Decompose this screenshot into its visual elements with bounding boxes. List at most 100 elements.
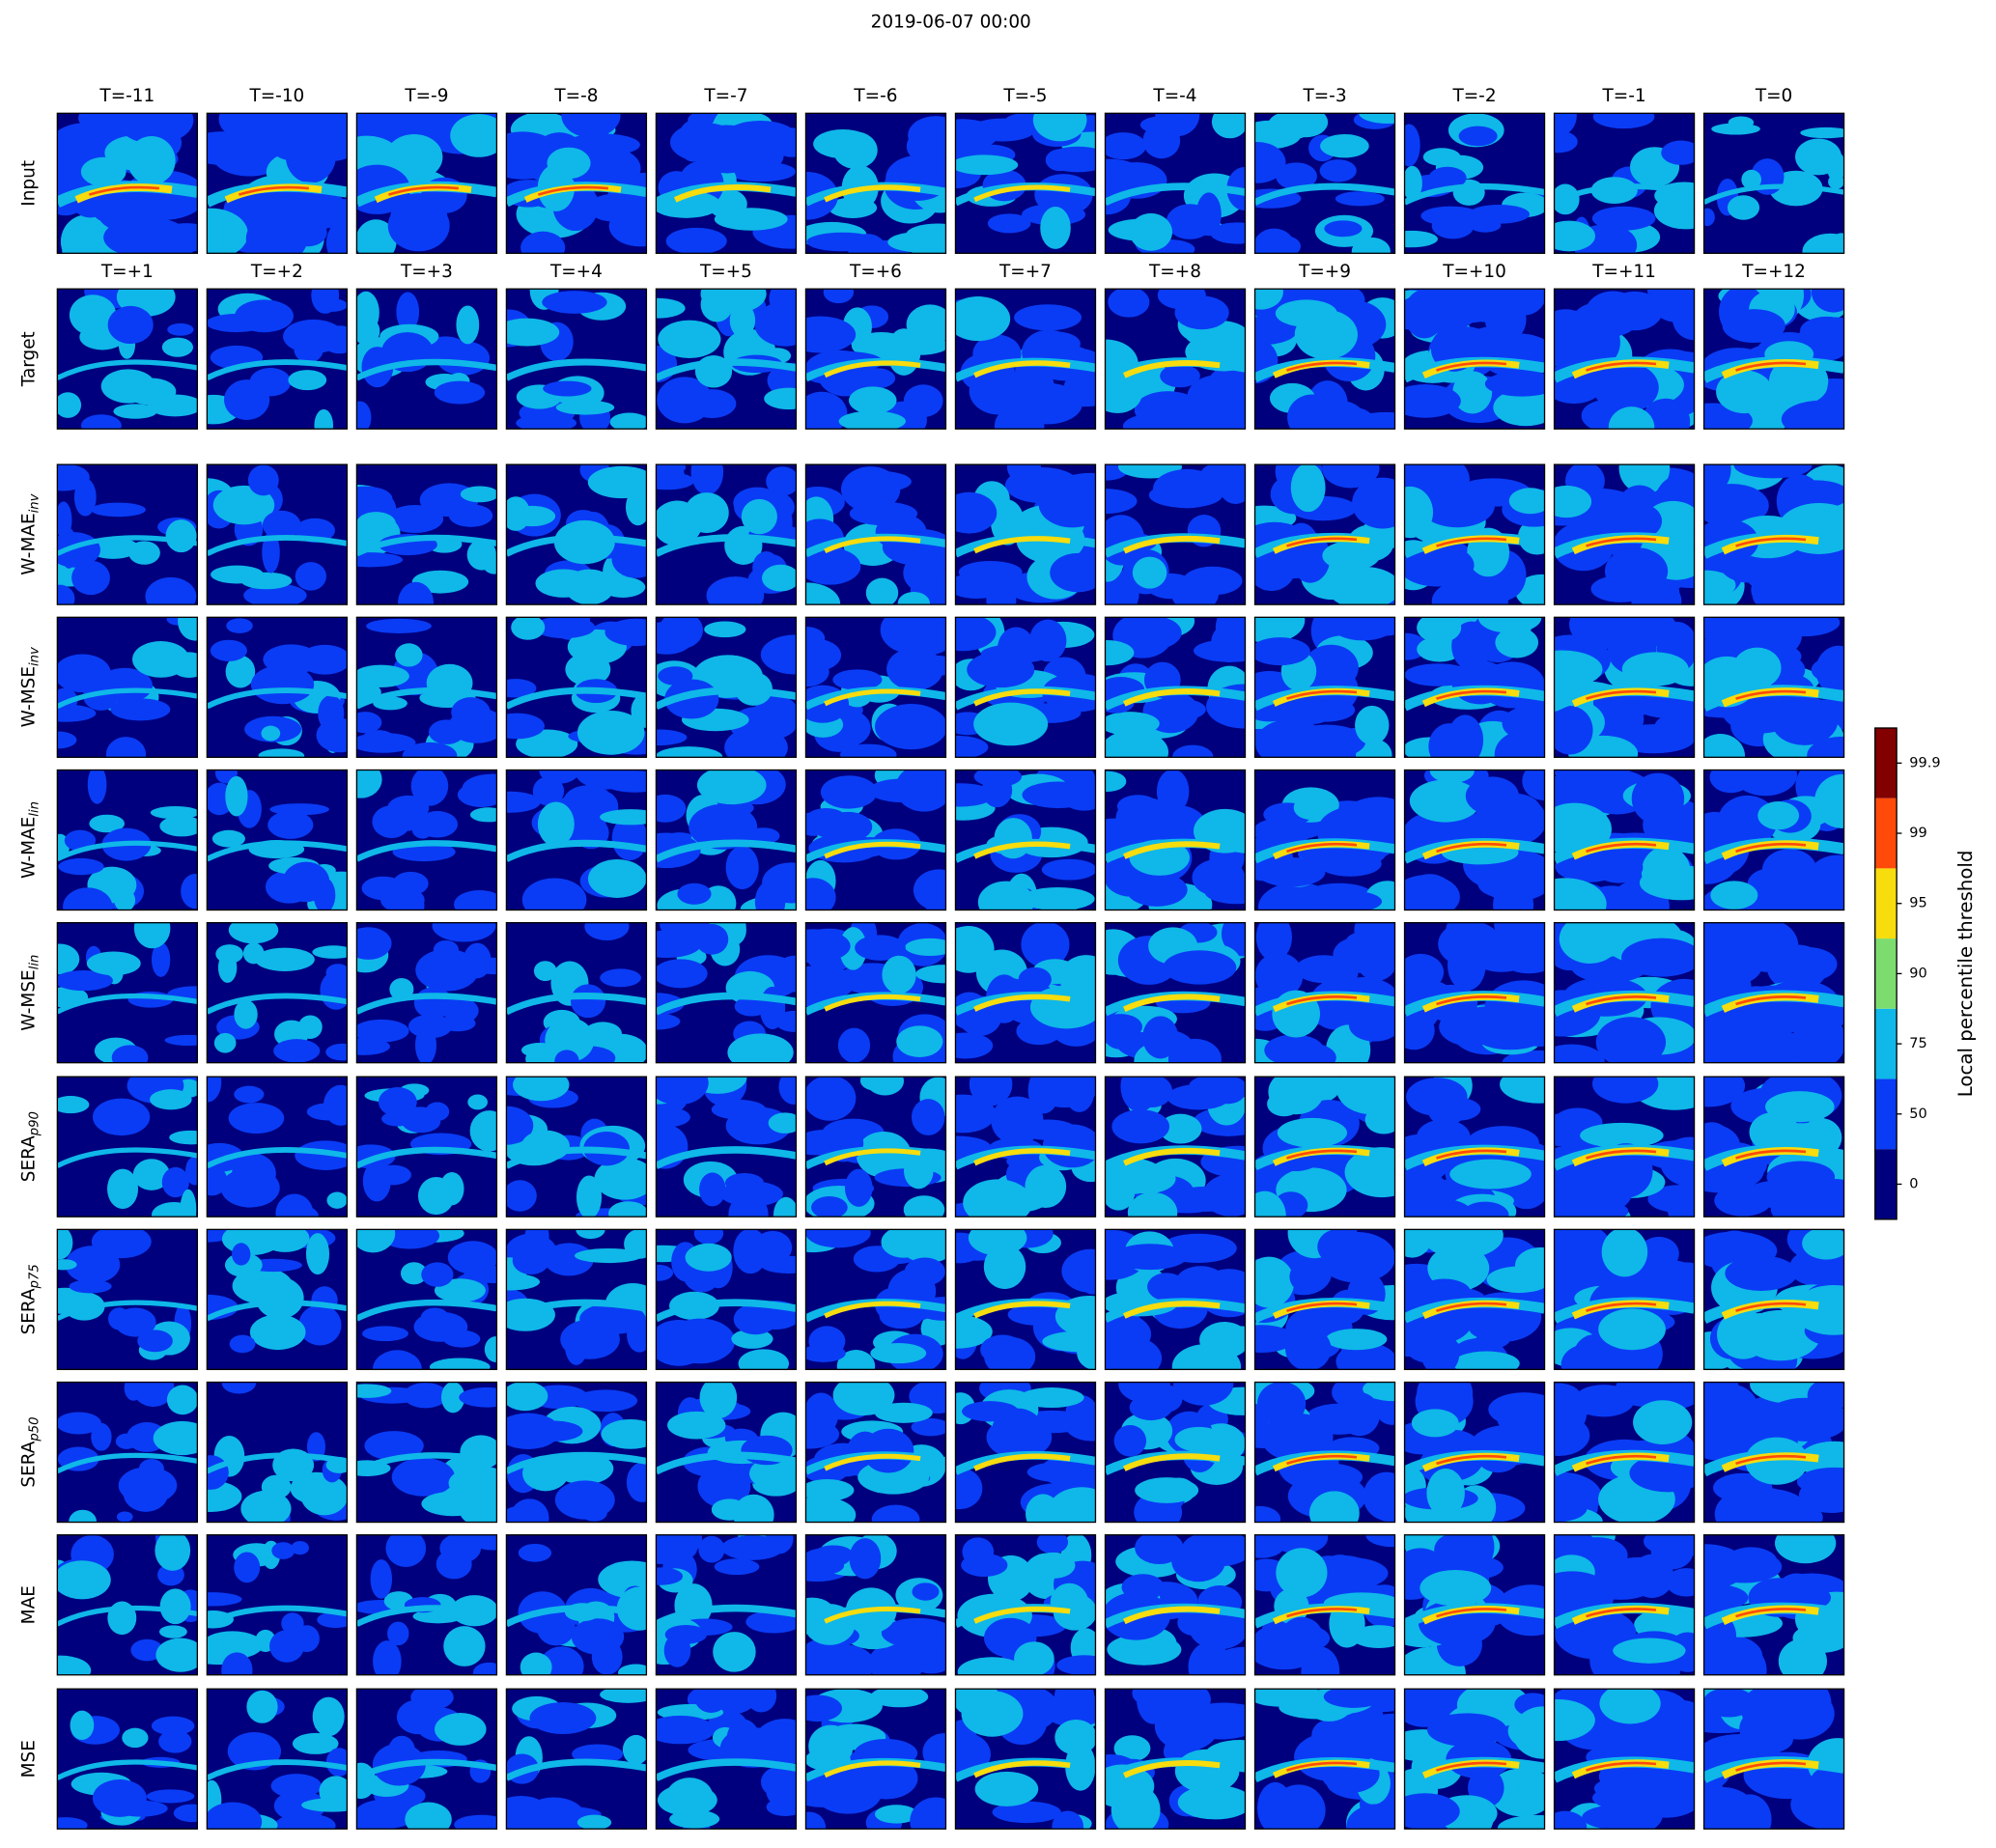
blob (1142, 1016, 1179, 1059)
blob (1654, 712, 1695, 741)
blob (1451, 621, 1492, 671)
blob (600, 1689, 647, 1703)
blob (57, 532, 100, 568)
blob (1404, 875, 1460, 910)
blob (571, 1618, 625, 1655)
panel-frame (1253, 112, 1396, 254)
panel (805, 770, 946, 910)
blob (714, 208, 788, 231)
blob (870, 1689, 929, 1708)
panel (1554, 617, 1695, 758)
blob (805, 1497, 857, 1523)
blob (448, 1466, 497, 1500)
blob (166, 1385, 198, 1415)
blob (73, 478, 97, 517)
blob (805, 1344, 846, 1362)
panel (57, 464, 198, 605)
column-header: T=+2 (250, 262, 303, 282)
panel-frame (1702, 769, 1845, 911)
blob (881, 1229, 926, 1258)
blob (962, 1401, 1019, 1422)
panel (955, 617, 1096, 758)
blob (1752, 571, 1815, 605)
blob (150, 1089, 192, 1110)
blob (1522, 770, 1545, 801)
blob (413, 987, 453, 1020)
panel-frame (56, 1381, 199, 1524)
panel-frame (1104, 288, 1247, 430)
streak-max (1586, 361, 1657, 372)
blob (1811, 656, 1844, 685)
blob (378, 1087, 417, 1117)
blob (516, 413, 577, 430)
blob (434, 380, 486, 405)
blob (1105, 712, 1160, 736)
column-header: T=+7 (998, 262, 1052, 282)
blob (600, 968, 641, 988)
blob (1404, 1329, 1432, 1358)
panel-frame (1403, 616, 1546, 758)
panel-frame (56, 922, 199, 1064)
blob (1489, 1768, 1545, 1817)
blob (1608, 406, 1655, 430)
panel (1254, 1077, 1395, 1218)
panel-frame (1553, 1076, 1696, 1218)
panel-frame (1403, 1534, 1546, 1676)
blob (319, 1776, 348, 1807)
panel (356, 113, 497, 254)
panel (1105, 113, 1246, 254)
row-label-name: W-MAE (18, 513, 39, 574)
blob (1254, 637, 1310, 666)
panel (1703, 1382, 1844, 1523)
blob (421, 1262, 454, 1287)
blob (1052, 1810, 1084, 1830)
blob (1352, 477, 1395, 529)
blob (1800, 126, 1844, 139)
blob (608, 1201, 647, 1218)
panel-frame (954, 1381, 1097, 1524)
panel (1554, 922, 1695, 1063)
panel-frame (1104, 1688, 1247, 1830)
panel (506, 1689, 647, 1830)
blob (1554, 485, 1592, 518)
blob (1105, 489, 1138, 515)
blob (1445, 922, 1486, 960)
blob (356, 770, 382, 798)
column-header: T=-8 (553, 86, 598, 106)
panel-frame (56, 1228, 199, 1371)
blob (1254, 1505, 1281, 1523)
panel-frame (1104, 616, 1247, 758)
streak (207, 1759, 348, 1781)
blob (132, 1159, 171, 1190)
blob (297, 1015, 323, 1039)
column-header: T=+4 (549, 262, 603, 282)
blob (1335, 191, 1385, 207)
blob (456, 305, 480, 345)
panel-frame (655, 1381, 798, 1524)
streak (356, 686, 497, 710)
blob (292, 1732, 339, 1754)
blob (1105, 132, 1146, 160)
blob (57, 970, 113, 992)
blob (385, 1534, 427, 1567)
blob (699, 1172, 726, 1207)
blob (689, 803, 758, 850)
colorbar-segment (1874, 868, 1898, 939)
blob (1642, 398, 1691, 430)
blob (773, 1196, 797, 1218)
blob (1019, 1387, 1084, 1408)
panel-frame (355, 616, 498, 758)
blob (1727, 195, 1760, 220)
blob (656, 297, 686, 319)
blob (1113, 1735, 1151, 1762)
panel (356, 1229, 497, 1370)
streak-hi (973, 1453, 1071, 1471)
panel (1254, 289, 1395, 430)
blob (1201, 1326, 1246, 1352)
blob (955, 1032, 994, 1059)
blob (974, 1771, 1039, 1806)
blob (805, 878, 836, 910)
blob (805, 582, 841, 605)
blob (665, 227, 727, 254)
column-header: T=0 (1755, 86, 1792, 106)
